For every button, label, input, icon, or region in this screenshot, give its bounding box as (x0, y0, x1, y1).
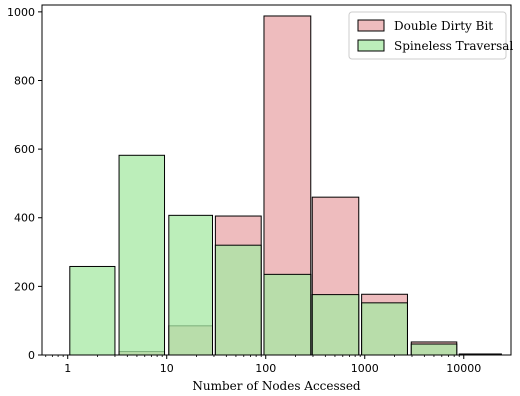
x-axis-label: Number of Nodes Accessed (192, 379, 361, 393)
y-tick-label-5: 1000 (7, 6, 35, 19)
legend-swatch-double-dirty-bit (357, 19, 385, 32)
legend: Double Dirty Bit Spineless Traversal (348, 11, 513, 60)
plot-frame (41, 4, 512, 356)
x-tick-label-2: 100 (255, 362, 276, 375)
x-tick-label-1: 10 (160, 362, 174, 375)
bar-spineless-traversal-6 (361, 302, 408, 356)
x-tick-label-4: 10000 (446, 362, 481, 375)
legend-label-spineless-traversal: Spineless Traversal (394, 39, 513, 53)
bar-spineless-traversal-3 (214, 244, 262, 356)
legend-label-double-dirty-bit: Double Dirty Bit (394, 19, 493, 33)
y-tick-label-0: 0 (28, 349, 35, 362)
x-axis: 1 10 100 1000 10000 (45, 355, 481, 375)
legend-box (348, 11, 507, 60)
y-axis: 0 200 400 600 800 1000 (7, 6, 42, 362)
legend-swatch-spineless-traversal (357, 39, 385, 52)
x-tick-label-0: 1 (64, 362, 71, 375)
y-tick-label-4: 800 (14, 74, 35, 87)
y-tick-label-3: 600 (14, 143, 35, 156)
bars-layer (69, 15, 502, 356)
y-tick-label-1: 200 (14, 280, 35, 293)
y-tick-label-2: 400 (14, 212, 35, 225)
bar-spineless-traversal-7 (410, 343, 458, 356)
bar-spineless-traversal-5 (311, 294, 360, 356)
bar-spineless-traversal-0 (69, 265, 116, 356)
bar-spineless-traversal-1 (118, 154, 166, 356)
bar-spineless-traversal-2 (168, 214, 214, 356)
x-tick-label-3: 1000 (351, 362, 379, 375)
bar-spineless-traversal-4 (263, 273, 312, 356)
